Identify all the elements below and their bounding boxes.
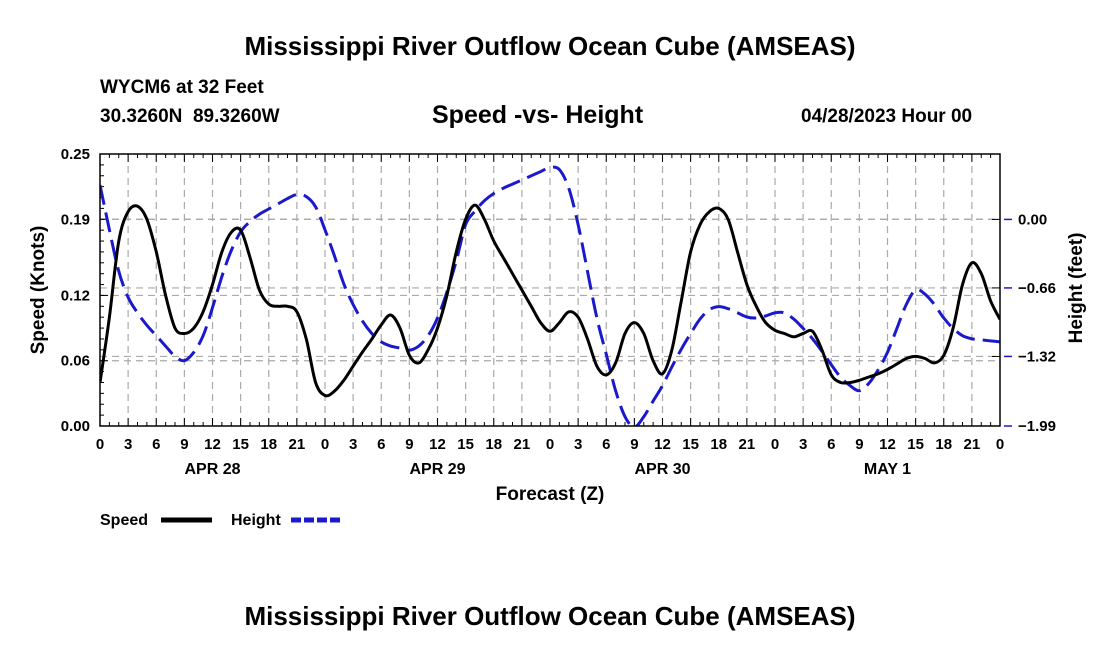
forecast-datetime: 04/28/2023 Hour 00 — [801, 106, 973, 127]
legend-height-label: Height — [231, 512, 281, 529]
x-tick-label: 18 — [260, 436, 277, 453]
x-tick-label: 21 — [964, 436, 981, 453]
x-tick-label: 0 — [321, 436, 329, 453]
y-left-tick-label: 0.19 — [61, 211, 90, 228]
speed-series-line — [100, 203, 1000, 398]
x-tick-label: 15 — [457, 436, 474, 453]
y-right-tick-label: −0.66 — [1018, 280, 1056, 297]
y-axis-label-right: Height (feet) — [1066, 233, 1087, 344]
x-tick-label: 6 — [152, 436, 160, 453]
chart-title: Speed -vs- Height — [432, 101, 644, 129]
x-tick-label: 15 — [682, 436, 699, 453]
x-tick-label: 12 — [204, 436, 221, 453]
x-axis-label: Forecast (Z) — [496, 484, 605, 505]
x-tick-label: 9 — [405, 436, 413, 453]
x-tick-label: 12 — [429, 436, 446, 453]
x-tick-label: 6 — [602, 436, 610, 453]
x-tick-label: 6 — [827, 436, 835, 453]
x-tick-label: 18 — [710, 436, 727, 453]
chart-labels: 0 3 6 9 12 15 18 21 0 3 6 9 12 15 18 21 0 3 6 9 12 15 18 21 0 3 6 9… — [61, 146, 1056, 478]
date-label: APR 28 — [184, 461, 240, 478]
x-tick-label: 9 — [855, 436, 863, 453]
height-series-line — [100, 165, 1000, 426]
footer-title: Mississippi River Outflow Ocean Cube (AM… — [244, 601, 856, 631]
y-left-tick-label: 0.12 — [61, 287, 90, 304]
y-right-tick-label: −1.32 — [1018, 348, 1056, 365]
x-tick-label: 0 — [546, 436, 554, 453]
x-tick-label: 0 — [771, 436, 779, 453]
x-tick-label: 3 — [799, 436, 807, 453]
station-label: WYCM6 at 32 Feet — [100, 77, 264, 98]
chart-series — [100, 165, 1000, 426]
chart-ticks — [99, 153, 1012, 427]
date-label: MAY 1 — [864, 461, 911, 478]
y-left-tick-label: 0.06 — [61, 353, 90, 370]
x-tick-label: 15 — [232, 436, 249, 453]
chart-grid — [100, 154, 1000, 426]
date-label: APR 30 — [634, 461, 690, 478]
x-tick-label: 0 — [96, 436, 104, 453]
legend: Speed Height — [100, 512, 342, 529]
x-tick-label: 18 — [935, 436, 952, 453]
x-tick-label: 3 — [349, 436, 357, 453]
y-right-tick-label: −1.99 — [1018, 418, 1056, 435]
x-tick-label: 21 — [289, 436, 306, 453]
x-tick-label: 9 — [180, 436, 188, 453]
x-tick-label: 21 — [514, 436, 531, 453]
x-tick-label: 21 — [739, 436, 756, 453]
plot-frame — [99, 153, 1001, 427]
coordinates-label: 30.3260N 89.3260W — [100, 106, 280, 127]
y-right-tick-label: 0.00 — [1018, 211, 1047, 228]
x-tick-label: 12 — [654, 436, 671, 453]
y-left-tick-label: 0.25 — [61, 146, 90, 163]
x-tick-label: 12 — [879, 436, 896, 453]
y-axis-label-left: Speed (Knots) — [28, 226, 49, 355]
x-tick-label: 6 — [377, 436, 385, 453]
y-left-tick-label: 0.00 — [61, 418, 90, 435]
date-label: APR 29 — [409, 461, 465, 478]
x-tick-label: 9 — [630, 436, 638, 453]
x-tick-label: 15 — [907, 436, 924, 453]
main-title: Mississippi River Outflow Ocean Cube (AM… — [244, 31, 856, 61]
x-tick-label: 3 — [124, 436, 132, 453]
x-tick-label: 3 — [574, 436, 582, 453]
x-tick-label: 18 — [485, 436, 502, 453]
x-tick-label: 0 — [996, 436, 1004, 453]
legend-speed-label: Speed — [100, 512, 148, 529]
